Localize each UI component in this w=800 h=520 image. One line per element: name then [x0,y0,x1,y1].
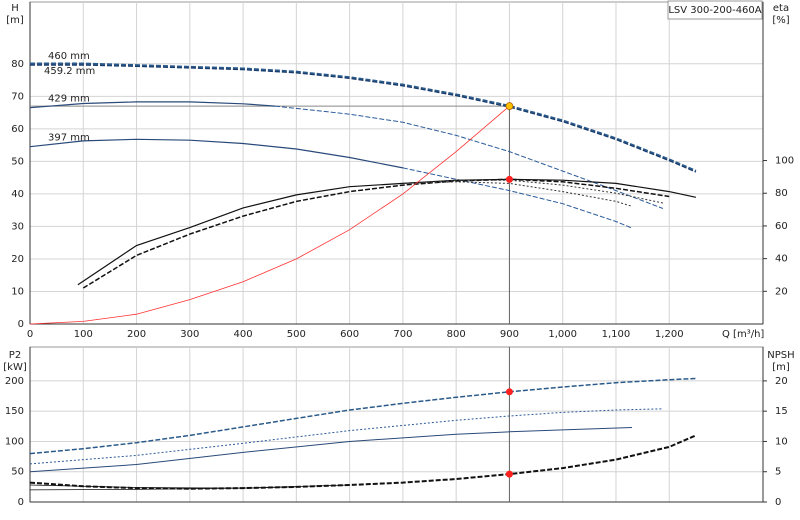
curve [82,178,670,289]
x-tick-label: 1,000 [548,329,577,340]
y-tick-label: 60 [11,124,24,135]
x-tick-label: 300 [180,329,199,340]
y-tick-label: 70 [11,91,24,102]
curve-label: 460 mm [48,51,90,62]
x-tick-label: 900 [500,329,519,340]
y-tick-label: 100 [5,436,24,447]
y2-tick-label: 80 [775,188,788,199]
y-tick-label: 40 [11,189,24,200]
curve [29,101,276,109]
y2-tick-label: 60 [775,221,788,232]
curve [29,377,696,455]
x-tick-label: 200 [127,329,146,340]
curve [402,179,664,204]
title-box [667,0,763,20]
x-tick-label: 600 [340,329,359,340]
curve-label: 429 mm [48,94,90,105]
y2-tick-label: 0 [775,497,781,508]
curve [30,64,697,173]
y2-axis-label: NPSH [767,350,794,361]
y-tick-label: 50 [11,156,24,167]
x-tick-label: 0 [27,329,33,340]
operating-point [505,388,513,396]
y2-tick-label: 40 [775,254,788,265]
y2-tick-label: 10 [775,436,788,447]
y-tick-label: 50 [11,467,24,478]
x-tick-label: 500 [287,329,306,340]
y-axis-unit: [kW] [3,362,27,373]
y-tick-label: 10 [11,286,24,297]
chart-title: LSV 300-200-460A [668,5,761,16]
curve [29,434,697,490]
x-tick-label: 1,100 [602,329,631,340]
y2-tick-label: 20 [775,376,788,387]
y2-tick-label: 20 [775,286,788,297]
x-tick-label: 800 [447,329,466,340]
plot-area [29,1,764,325]
curve [29,105,510,325]
y2-axis-label: eta [773,3,789,14]
y-tick-label: 150 [5,406,24,417]
x-tick-label: 400 [234,329,253,340]
y2-tick-label: 5 [775,467,781,478]
curve [29,408,663,465]
plot-area [29,346,764,503]
curve-label: 459.2 mm [44,66,95,77]
y2-axis-unit: [%] [772,15,789,26]
y-axis-unit: [m] [6,15,24,26]
y-tick-label: 20 [11,254,24,265]
y-tick-label: 0 [18,497,24,508]
curve [402,167,633,229]
x-tick-label: 1,200 [655,329,684,340]
operating-point [505,470,513,478]
y2-axis-unit: [m] [772,362,790,373]
x-axis-label: Q [m³/h] [722,329,764,340]
operating-point [505,102,514,110]
operating-point [505,175,513,183]
y-axis-label: H [11,3,19,14]
curve [30,62,697,173]
y-axis-label: P2 [9,350,21,361]
y-tick-label: 0 [18,319,24,330]
y2-tick-label: 100 [775,156,794,167]
y-tick-label: 200 [5,376,24,387]
y2-tick-label: 15 [775,406,788,417]
y-tick-label: 80 [11,59,24,70]
curve [402,181,633,207]
curve [29,486,297,491]
curve-label: 397 mm [48,133,90,144]
y-tick-label: 30 [11,221,24,232]
x-tick-label: 100 [74,329,93,340]
x-tick-label: 700 [393,329,412,340]
curve [29,138,404,169]
curve [29,427,633,473]
